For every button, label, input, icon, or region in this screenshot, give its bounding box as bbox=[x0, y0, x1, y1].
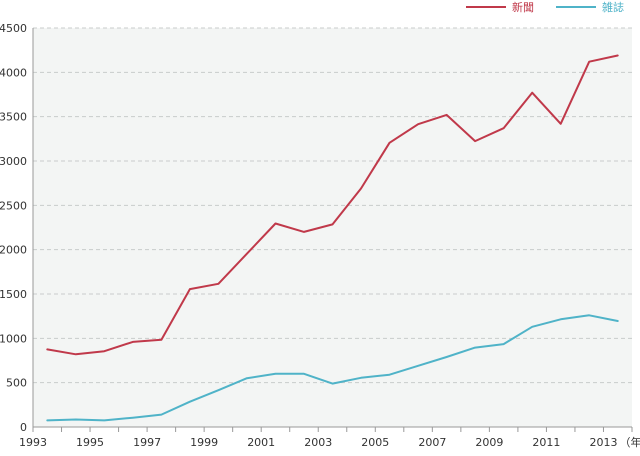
x-tick-label-1993: 1993 bbox=[19, 436, 47, 449]
x-tick-label-2005: 2005 bbox=[361, 436, 389, 449]
gridlines bbox=[33, 27, 632, 384]
y-tick-label-3000: 3000 bbox=[0, 155, 27, 168]
x-tick-label-2001: 2001 bbox=[247, 436, 275, 449]
x-tick-label-2009: 2009 bbox=[475, 436, 503, 449]
x-tick-label-1999: 1999 bbox=[190, 436, 218, 449]
y-tick-label-0: 0 bbox=[20, 421, 27, 434]
y-tick-label-4000: 4000 bbox=[0, 66, 27, 79]
y-tick-label-4500: 4500 bbox=[0, 22, 27, 35]
plot-area bbox=[33, 28, 632, 427]
x-tick-label-2003: 2003 bbox=[304, 436, 332, 449]
legend-label-0: 新聞 bbox=[512, 0, 534, 14]
series-line-1 bbox=[46, 314, 619, 422]
x-tick-label-2013: 2013 bbox=[589, 436, 617, 449]
series-line-0 bbox=[46, 54, 619, 356]
x-tick-label-1995: 1995 bbox=[76, 436, 104, 449]
legend-label-1: 雑誌 bbox=[602, 0, 624, 14]
x-tick-label-2011: 2011 bbox=[532, 436, 560, 449]
legend: 新聞 雑誌 bbox=[466, 0, 624, 14]
y-tick-label-3500: 3500 bbox=[0, 111, 27, 124]
y-tick-label-1000: 1000 bbox=[0, 332, 27, 345]
y-tick-label-1500: 1500 bbox=[0, 288, 27, 301]
y-tick-label-2000: 2000 bbox=[0, 244, 27, 257]
axes: 0 500 1000 1500 2000 2500 3000 3500 4000 4500 1993… bbox=[0, 22, 640, 449]
y-tick-label-2500: 2500 bbox=[0, 199, 27, 212]
x-tick-label-2007: 2007 bbox=[418, 436, 446, 449]
x-tick-label-1997: 1997 bbox=[133, 436, 161, 449]
x-unit-label: （年） bbox=[619, 435, 640, 449]
series-lines bbox=[46, 54, 619, 422]
y-tick-label-500: 500 bbox=[6, 377, 27, 390]
